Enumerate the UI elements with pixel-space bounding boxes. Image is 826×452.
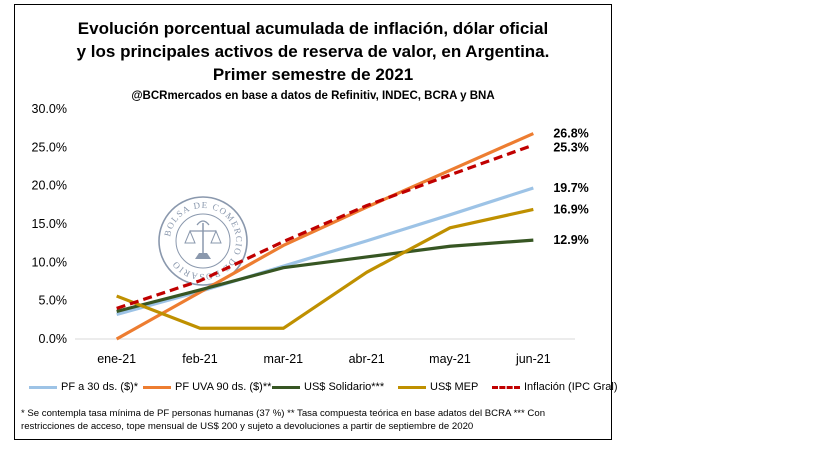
chart-axes: 0.0% 5.0% 10.0% 15.0% 20.0% 25.0% 30.0% ene-21 f… [32, 102, 575, 366]
end-value-label: 19.7% [553, 181, 588, 195]
x-tick-label: ene-21 [97, 352, 136, 366]
x-tick-label: abr-21 [349, 352, 385, 366]
chart-frame: Evolución porcentual acumulada de inflac… [14, 4, 618, 440]
end-value-label: 16.9% [553, 202, 588, 216]
x-tick-label: jun-21 [515, 352, 551, 366]
legend-swatch [492, 385, 520, 389]
series-line [116, 143, 534, 310]
x-tick-label: may-21 [429, 352, 471, 366]
end-value-label: 25.3% [553, 141, 588, 155]
y-tick-label: 25.0% [32, 140, 67, 154]
x-tick-label: mar-21 [264, 352, 304, 366]
end-value-label: 12.9% [553, 233, 588, 247]
end-value-label: 26.8% [553, 127, 588, 141]
legend-item: PF UVA 90 ds. ($)** [143, 376, 271, 398]
legend-label: US$ MEP [430, 381, 479, 393]
y-tick-label: 5.0% [39, 294, 68, 308]
legend-item: US$ Solidario*** [272, 376, 384, 398]
chart-footnote: * Se contempla tasa mínima de PF persona… [21, 407, 581, 433]
legend-item: PF a 30 ds. ($)* [29, 376, 138, 398]
chart-end-labels: 26.8%25.3% 19.7% 16.9% 12.9% [553, 127, 588, 248]
legend-item: US$ MEP [398, 376, 478, 398]
legend-swatch [29, 385, 57, 389]
legend-label: US$ Solidario*** [304, 381, 385, 393]
legend-item: Inflación (IPC Gral) [492, 376, 618, 398]
y-tick-label: 15.0% [32, 217, 67, 231]
legend-label: PF a 30 ds. ($)* [61, 381, 139, 393]
series-line [115, 132, 534, 341]
y-tick-label: 20.0% [32, 179, 67, 193]
legend-swatch [272, 385, 300, 389]
chart-title-line-1: Evolución porcentual acumulada de inflac… [77, 19, 549, 38]
y-tick-label: 10.0% [32, 255, 67, 269]
footnote-line-1: * Se contempla tasa mínima de PF persona… [21, 408, 546, 419]
chart-subtitle: @BCRmercados en base a datos de Refiniti… [131, 90, 495, 102]
legend-label: PF UVA 90 ds. ($)** [175, 381, 272, 393]
legend-label: Inflación (IPC Gral) [524, 381, 618, 393]
chart-series-lines [115, 132, 534, 341]
series-line [116, 207, 534, 330]
y-tick-label: 0.0% [39, 332, 68, 346]
line-chart: 0.0% 5.0% 10.0% 15.0% 20.0% 25.0% 30.0% ene-21 f… [32, 102, 589, 366]
series-line [116, 186, 534, 317]
chart-title-line-3: Primer semestre de 2021 [212, 65, 414, 84]
y-tick-label: 30.0% [32, 102, 67, 116]
series-line [116, 238, 534, 313]
chart-title-line-2: y los principales activos de reserva de … [76, 42, 550, 61]
legend-swatch [398, 385, 426, 389]
x-tick-label: feb-21 [182, 352, 217, 366]
footnote-line-2: restricciones de acceso, tope mensual de… [21, 421, 474, 432]
chart-legend: PF a 30 ds. ($)* PF UVA 90 ds. ($)** US$ S… [15, 376, 618, 398]
legend-swatch [143, 385, 171, 389]
